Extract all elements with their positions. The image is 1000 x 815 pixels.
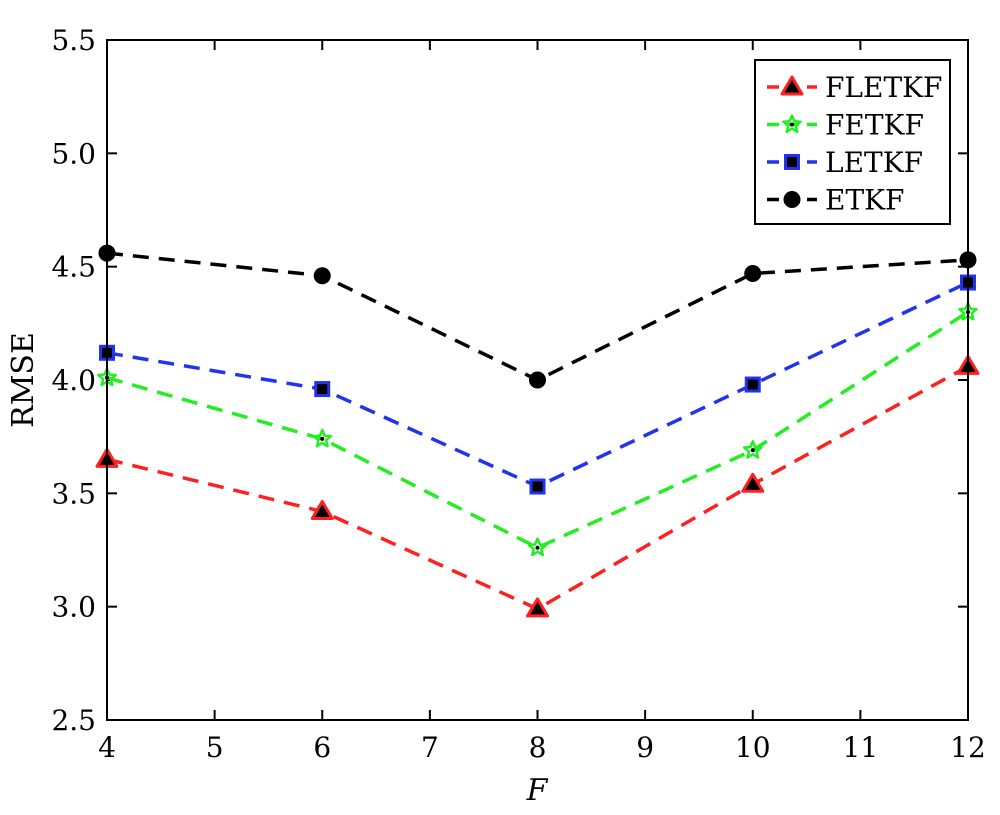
x-tick-label: 8 [529, 731, 547, 764]
x-tick-label: 12 [950, 731, 986, 764]
y-tick-label: 4.5 [51, 251, 96, 284]
data-point-fetkf-center [320, 436, 325, 441]
data-point-letkf [744, 376, 761, 393]
y-tick-label: 2.5 [51, 704, 96, 737]
data-point-etkf [744, 264, 762, 282]
x-tick-label: 10 [735, 731, 771, 764]
series-fetkf [97, 301, 978, 557]
legend-marker-fletkf [780, 75, 804, 96]
legend-label-letkf: LETKF [825, 146, 923, 179]
legend-label-etkf: ETKF [825, 184, 904, 217]
x-tick-label: 9 [636, 731, 654, 764]
data-point-etkf [529, 371, 546, 389]
legend-marker-letkf [784, 154, 800, 170]
y-tick-label: 5.0 [51, 137, 96, 170]
legend-marker-fetkf [782, 114, 802, 134]
legend-label-fetkf: FETKF [825, 109, 924, 142]
y-tick-label: 5.5 [51, 24, 96, 57]
series-line-fetkf [106, 310, 969, 550]
data-point-etkf [313, 267, 331, 285]
data-point-letkf [529, 478, 546, 495]
data-point-fetkf [742, 440, 763, 459]
data-point-fetkf [312, 428, 333, 448]
y-tick-label: 3.5 [51, 477, 96, 510]
data-point-fetkf [527, 537, 548, 557]
x-tick-label: 6 [313, 731, 331, 764]
x-tick-label: 7 [421, 731, 439, 764]
y-tick-label: 4.0 [51, 364, 96, 397]
x-tick-label: 4 [98, 731, 116, 764]
data-point-letkf [314, 381, 331, 398]
legend-label-fletkf: FLETKF [825, 71, 942, 104]
plot-frame [106, 39, 969, 721]
series-etkf [98, 244, 977, 389]
legend: FLETKF FETKF LETKF ETKF [754, 59, 951, 225]
legend-marker-etkf [783, 191, 801, 208]
data-point-fletkf [741, 472, 765, 493]
data-point-fletkf [526, 597, 549, 618]
data-point-fetkf-center [750, 448, 755, 453]
legend-marker-fetkf-center [790, 122, 794, 127]
y-axis-label: RMSE [6, 332, 41, 428]
y-tick-label: 3.0 [51, 591, 96, 624]
data-point-fletkf [310, 499, 334, 520]
x-tick-label: 11 [843, 731, 879, 764]
series-line-etkf [106, 251, 969, 382]
data-point-fetkf-center [535, 545, 540, 550]
x-tick-label: 5 [206, 731, 224, 764]
x-axis-label: F [526, 773, 549, 808]
